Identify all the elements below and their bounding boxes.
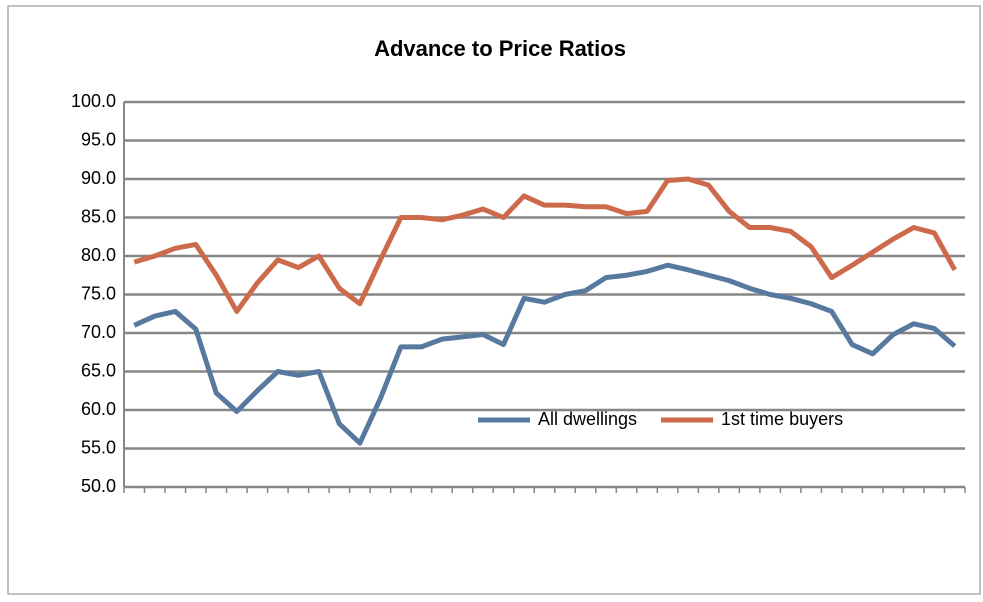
y-tick-label: 100.0 [71, 91, 116, 111]
y-tick-label: 85.0 [81, 206, 116, 226]
y-tick-label: 60.0 [81, 399, 116, 419]
legend-label: 1st time buyers [721, 409, 843, 429]
y-tick-label: 75.0 [81, 283, 116, 303]
legend-label: All dwellings [538, 409, 637, 429]
y-tick-label: 65.0 [81, 360, 116, 380]
y-tick-label: 90.0 [81, 168, 116, 188]
series-line [133, 262, 957, 446]
y-tick-label: 80.0 [81, 245, 116, 265]
y-tick-label: 70.0 [81, 322, 116, 342]
y-tick-label: 55.0 [81, 437, 116, 457]
chart-title: Advance to Price Ratios [374, 36, 626, 61]
series-line [133, 176, 957, 314]
y-tick-label: 95.0 [81, 129, 116, 149]
chart-border [7, 5, 981, 595]
y-tick-label: 50.0 [81, 476, 116, 496]
